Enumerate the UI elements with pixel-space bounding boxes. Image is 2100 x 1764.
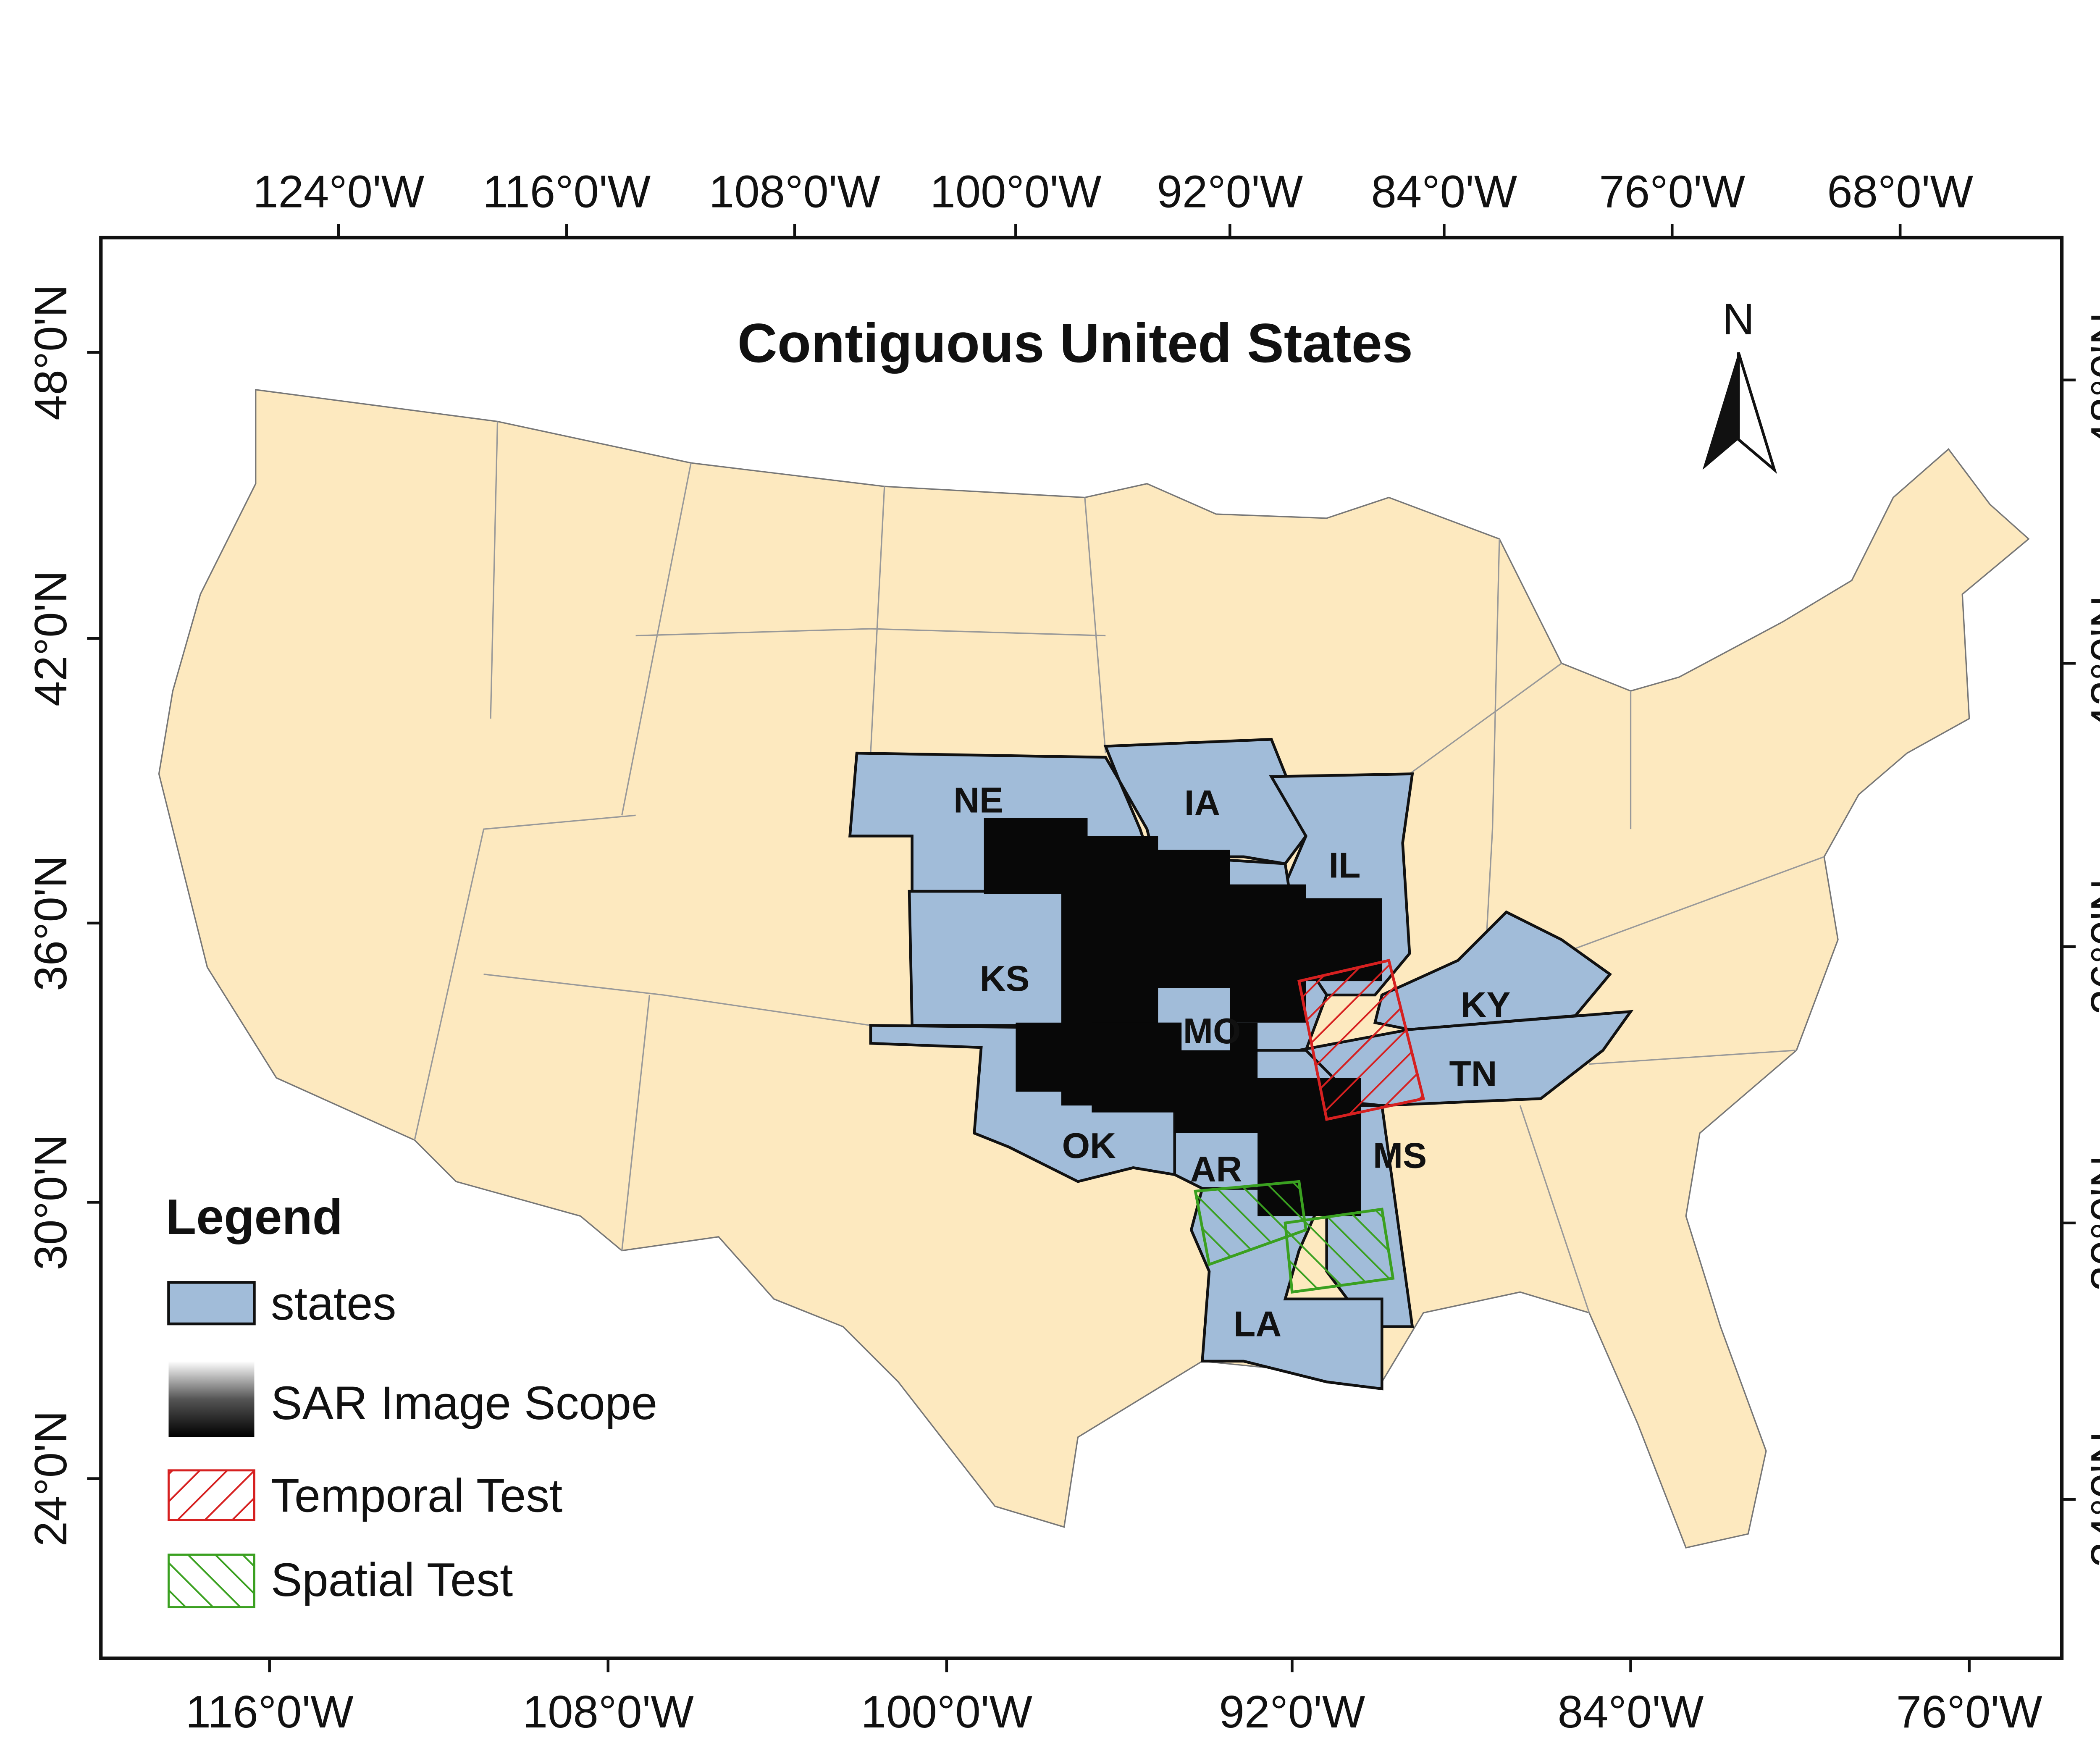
north-arrow — [1737, 352, 1777, 474]
state-labels: NE IA IL KS MO KY TN OK AR MS LA — [953, 781, 1510, 1344]
state-label: KY — [1461, 985, 1511, 1025]
bottom-graticule-label: 84°0'W — [1558, 1687, 1704, 1738]
top-graticule-label: 124°0'W — [253, 167, 425, 218]
legend-title: Legend — [166, 1189, 343, 1245]
right-graticule-label: 30°0'N — [2082, 1155, 2100, 1291]
north-label: N — [1722, 295, 1754, 344]
left-graticule-label: 42°0'N — [26, 570, 76, 706]
top-graticule-label: 68°0'W — [1827, 167, 1973, 218]
state-label: OK — [1062, 1126, 1116, 1166]
left-graticule-label: 24°0'N — [26, 1411, 76, 1547]
state-label: NE — [953, 781, 1003, 821]
state-label: IL — [1328, 845, 1360, 885]
bottom-graticule-label: 100°0'W — [861, 1687, 1033, 1738]
state-label: MO — [1183, 1011, 1241, 1051]
state-ia — [1103, 738, 1308, 865]
left-graticule-label: 36°0'N — [26, 855, 76, 991]
top-graticule-label: 100°0'W — [930, 167, 1102, 218]
legend-label: SAR Image Scope — [271, 1377, 657, 1429]
bottom-graticule-label: 108°0'W — [522, 1687, 694, 1738]
state-label: LA — [1234, 1305, 1281, 1344]
top-graticule-label: 76°0'W — [1599, 167, 1745, 218]
right-graticule-label: 48°0'N — [2082, 312, 2100, 448]
top-graticule-label: 92°0'W — [1157, 167, 1303, 218]
state-label: TN — [1449, 1054, 1497, 1094]
top-graticule-label: 108°0'W — [709, 167, 881, 218]
legend-label: Temporal Test — [271, 1470, 562, 1522]
left-graticule-label: 48°0'N — [26, 284, 76, 420]
legend-swatch-sar — [168, 1361, 255, 1437]
legend-swatch-states — [167, 1281, 256, 1326]
state-label: IA — [1184, 783, 1221, 823]
state-label: MS — [1373, 1136, 1427, 1176]
legend-label: Spatial Test — [271, 1554, 513, 1606]
state-borders — [414, 421, 1824, 1313]
state-label: AR — [1190, 1150, 1242, 1189]
graticule-labels: 124°0'W 116°0'W 108°0'W 100°0'W 92°0'W 84°0'W… — [26, 167, 2100, 1738]
bottom-graticule-label: 76°0'W — [1896, 1687, 2042, 1738]
spatial-test-area — [1284, 1208, 1395, 1294]
sar-image-scope — [984, 818, 1382, 1216]
temporal-test-area — [1297, 958, 1425, 1121]
legend-swatch-temporal — [168, 1469, 255, 1521]
top-graticule-label: 84°0'W — [1371, 167, 1517, 218]
right-graticule-label: 42°0'N — [2082, 595, 2100, 731]
left-graticule-label: 30°0'N — [26, 1134, 76, 1270]
top-graticule-label: 116°0'W — [483, 167, 651, 218]
bottom-graticule-label: 92°0'W — [1219, 1687, 1365, 1738]
legend-swatch-spatial — [168, 1554, 255, 1609]
state-label: KS — [980, 959, 1030, 999]
bottom-graticule-label: 116°0'W — [186, 1687, 354, 1738]
right-graticule-label: 24°0'N — [2082, 1431, 2100, 1567]
right-graticule-label: 36°0'N — [2082, 879, 2100, 1015]
map-title: Contiguous United States — [738, 312, 1413, 374]
legend-label: states — [271, 1277, 396, 1330]
